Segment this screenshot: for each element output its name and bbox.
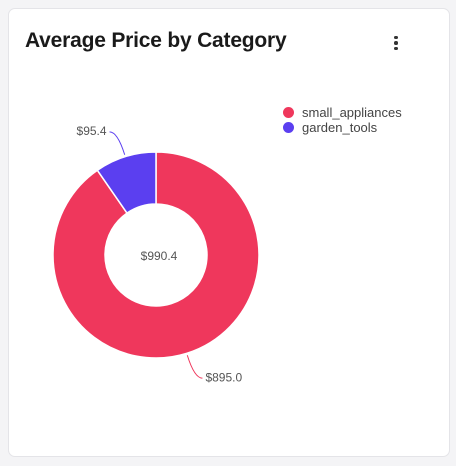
legend-item-small-appliances[interactable]: small_appliances <box>283 105 402 120</box>
donut-slice-small-appliances[interactable] <box>52 151 260 359</box>
legend-label-small-appliances: small_appliances <box>302 105 402 120</box>
center-total-label: $990.4 <box>141 249 178 263</box>
leader-line-garden-tools <box>109 131 126 155</box>
leader-line-small-appliances <box>186 355 203 379</box>
legend-item-garden-tools[interactable]: garden_tools <box>283 120 402 135</box>
data-label-small-appliances: $895.0 <box>205 370 242 384</box>
data-label-garden-tools: $95.4 <box>77 124 107 138</box>
more-options-button[interactable] <box>386 32 406 54</box>
donut-slice-garden-tools[interactable] <box>96 151 157 215</box>
chart-title: Average Price by Category <box>25 29 287 52</box>
chart-legend: small_appliances garden_tools <box>283 105 402 135</box>
legend-swatch-garden-tools <box>283 122 294 133</box>
legend-swatch-small-appliances <box>283 107 294 118</box>
vertical-ellipsis-icon <box>394 35 398 40</box>
legend-label-garden-tools: garden_tools <box>302 120 378 135</box>
